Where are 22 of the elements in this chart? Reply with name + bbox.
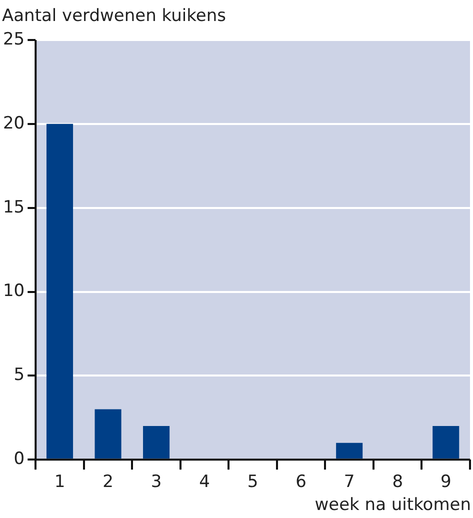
x-tick-label: 1 (54, 472, 66, 492)
y-axis-title: Aantal verdwenen kuikens (2, 6, 226, 26)
x-tick-label: 5 (247, 472, 258, 492)
y-tick-label: 5 (14, 365, 25, 386)
y-tick-label: 20 (2, 113, 25, 134)
y-tick-label: 15 (2, 197, 25, 218)
y-tick-label: 0 (14, 449, 25, 470)
x-tick-label: 3 (150, 472, 162, 492)
bar (336, 442, 363, 459)
bar (94, 409, 122, 459)
x-tick-label: 7 (344, 472, 355, 492)
x-tick-label: 4 (199, 472, 210, 492)
x-tick-label: 2 (102, 472, 114, 492)
x-tick-label: 9 (440, 472, 452, 492)
x-axis-title: week na uitkomen (314, 494, 471, 515)
bar (143, 426, 170, 459)
x-tick-label: 8 (392, 472, 404, 492)
bar (432, 426, 460, 459)
y-tick-label: 25 (2, 29, 25, 50)
x-tick-label: 6 (296, 472, 306, 492)
y-tick-label: 10 (2, 281, 25, 302)
bar (46, 124, 74, 459)
